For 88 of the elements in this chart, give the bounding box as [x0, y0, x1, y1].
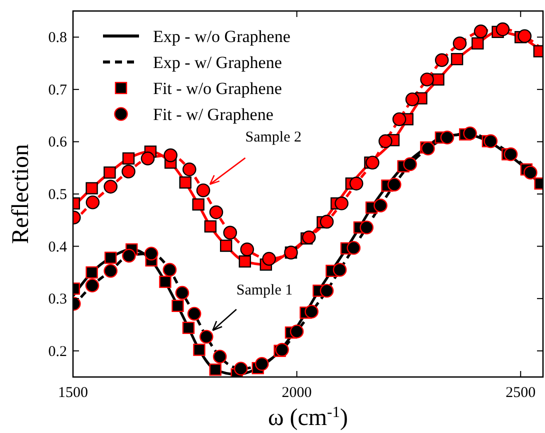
point — [334, 196, 348, 210]
point — [104, 180, 118, 194]
point — [192, 198, 204, 211]
point — [209, 205, 224, 220]
point — [86, 195, 100, 210]
point — [254, 357, 269, 371]
point — [85, 278, 100, 292]
point — [290, 324, 304, 338]
point — [405, 92, 420, 106]
point — [122, 248, 136, 263]
point — [86, 266, 98, 279]
x-axis-title: ω (cm$^{-1}$) — [268, 404, 348, 431]
point — [104, 264, 118, 278]
annotation: Sample 1 — [236, 282, 293, 299]
point — [320, 214, 334, 229]
y-tick-label: 0.4 — [48, 239, 68, 256]
point — [234, 362, 248, 376]
point — [332, 262, 347, 277]
point — [104, 252, 117, 264]
point — [223, 226, 238, 240]
point — [320, 284, 334, 298]
legend-label: Fit - w/o Graphene — [153, 79, 282, 98]
point — [212, 350, 227, 364]
point — [209, 364, 222, 376]
point — [374, 198, 388, 212]
point — [204, 220, 217, 233]
point — [472, 37, 484, 50]
point — [378, 134, 392, 148]
point — [304, 304, 318, 319]
x-tick-label: 2000 — [282, 385, 312, 401]
point — [196, 183, 210, 198]
y-axis-title: Reflection — [8, 144, 34, 244]
point — [452, 36, 467, 50]
point — [182, 162, 196, 176]
legend-label: Fit - w/ Graphene — [153, 105, 274, 124]
point — [122, 152, 135, 165]
point — [302, 230, 316, 244]
point — [182, 322, 195, 334]
legend-label: Exp - w/o Graphene — [153, 27, 290, 46]
point — [450, 53, 464, 66]
point — [275, 342, 289, 357]
point — [199, 330, 214, 344]
point — [220, 240, 232, 252]
point — [524, 166, 538, 180]
point — [403, 157, 417, 172]
point — [387, 178, 402, 192]
y-tick-label: 0.7 — [48, 82, 68, 98]
y-tick-label: 0.8 — [48, 30, 67, 46]
y-tick-label: 0.2 — [48, 344, 67, 360]
point — [392, 112, 406, 126]
point — [122, 164, 136, 178]
point — [484, 134, 498, 148]
point — [140, 152, 155, 166]
point — [346, 240, 361, 255]
point — [360, 220, 374, 234]
point — [518, 29, 532, 43]
point — [104, 166, 116, 179]
point — [172, 300, 184, 312]
legend-label: Exp - w/ Graphene — [153, 53, 282, 72]
point — [440, 130, 454, 144]
point — [164, 148, 178, 162]
point — [86, 182, 98, 194]
point — [349, 176, 364, 190]
point — [421, 142, 435, 156]
point — [175, 286, 190, 300]
point — [238, 255, 251, 268]
point — [187, 306, 202, 321]
point — [366, 156, 380, 170]
point — [434, 53, 449, 68]
point — [162, 262, 177, 277]
point — [496, 22, 510, 36]
point — [144, 246, 158, 261]
point — [240, 242, 254, 256]
x-tick-label: 1500 — [58, 385, 88, 401]
point — [432, 73, 444, 86]
y-tick-label: 0.6 — [48, 134, 68, 151]
x-tick-label: 2500 — [506, 385, 536, 401]
y-tick-label: 0.5 — [48, 187, 67, 203]
y-tick-label: 0.3 — [48, 292, 67, 308]
point — [463, 126, 477, 140]
point — [179, 176, 192, 189]
point — [159, 276, 172, 288]
point — [262, 252, 276, 266]
point — [504, 147, 518, 162]
annotation: Sample 2 — [245, 129, 302, 146]
point — [474, 24, 488, 38]
point — [420, 72, 434, 86]
point — [193, 344, 206, 356]
